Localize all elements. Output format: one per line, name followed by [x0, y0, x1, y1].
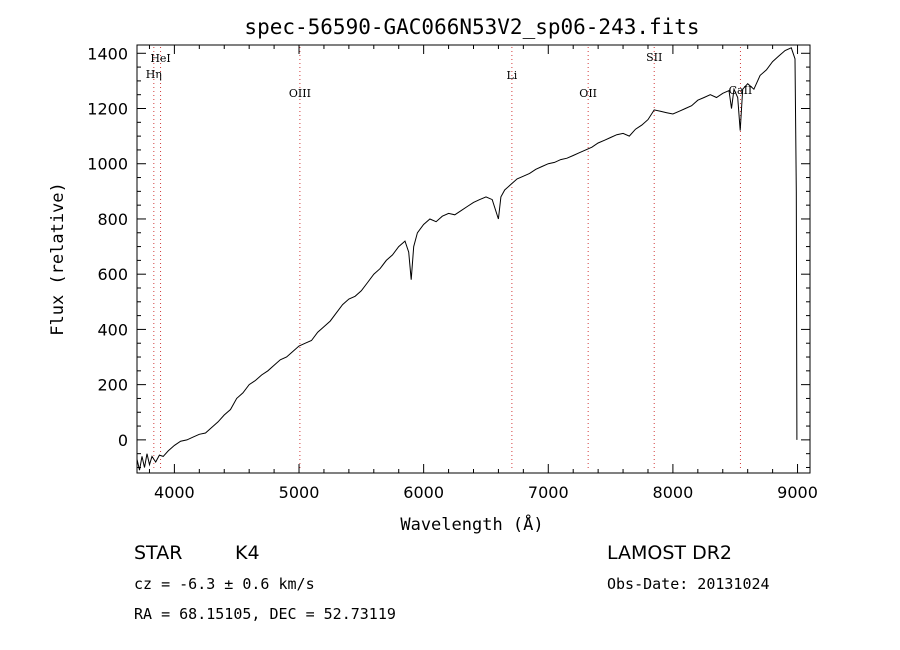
y-tick-label: 1400 [87, 44, 128, 63]
y-tick-label: 600 [97, 265, 128, 284]
y-tick-labels: 0 200 400 600 800 1000 1200 1400 [87, 44, 128, 450]
y-tick-label: 1000 [87, 155, 128, 174]
marker-label-2: OIII [289, 87, 311, 100]
y-axis-label: Flux (relative) [48, 182, 68, 336]
y-tick-label: 0 [118, 431, 128, 450]
x-tick-label: 8000 [653, 483, 694, 502]
redshift-text: cz = -6.3 ± 0.6 km/s [134, 575, 315, 593]
object-class: STAR [134, 542, 182, 564]
marker-label-3: Li [506, 69, 517, 82]
survey-name: LAMOST DR2 [607, 542, 732, 564]
marker-label-0: HeI [150, 52, 170, 65]
plot-frame [136, 44, 811, 474]
marker-label-6: CaII [729, 84, 753, 97]
y-tick-label: 200 [97, 376, 128, 395]
chart-title: spec-56590-GAC066N53V2_sp06-243.fits [244, 15, 699, 39]
y-tick-label: 800 [97, 210, 128, 229]
x-tick-labels: 4000 5000 6000 7000 8000 9000 [154, 483, 818, 502]
coordinates-text: RA = 68.15105, DEC = 52.73119 [134, 605, 396, 623]
y-tick-label: 400 [97, 320, 128, 339]
spectrum-series-line [136, 47, 798, 471]
x-tick-label: 4000 [154, 483, 195, 502]
marker-label-4: OII [579, 87, 597, 100]
obs-date-text: Obs-Date: 20131024 [607, 575, 770, 593]
spectral-line-markers: HeI Hη OIII Li OII SII CaII [146, 47, 753, 471]
x-tick-label: 7000 [528, 483, 569, 502]
y-tick-label: 1200 [87, 100, 128, 119]
marker-label-1: Hη [146, 68, 162, 81]
axis-ticks [137, 45, 810, 473]
x-axis-label: Wavelength (Å) [400, 513, 543, 535]
object-subclass: K4 [235, 542, 260, 564]
x-tick-label: 9000 [777, 483, 818, 502]
x-tick-label: 5000 [279, 483, 320, 502]
x-tick-label: 6000 [403, 483, 444, 502]
marker-label-5: SII [646, 51, 662, 64]
